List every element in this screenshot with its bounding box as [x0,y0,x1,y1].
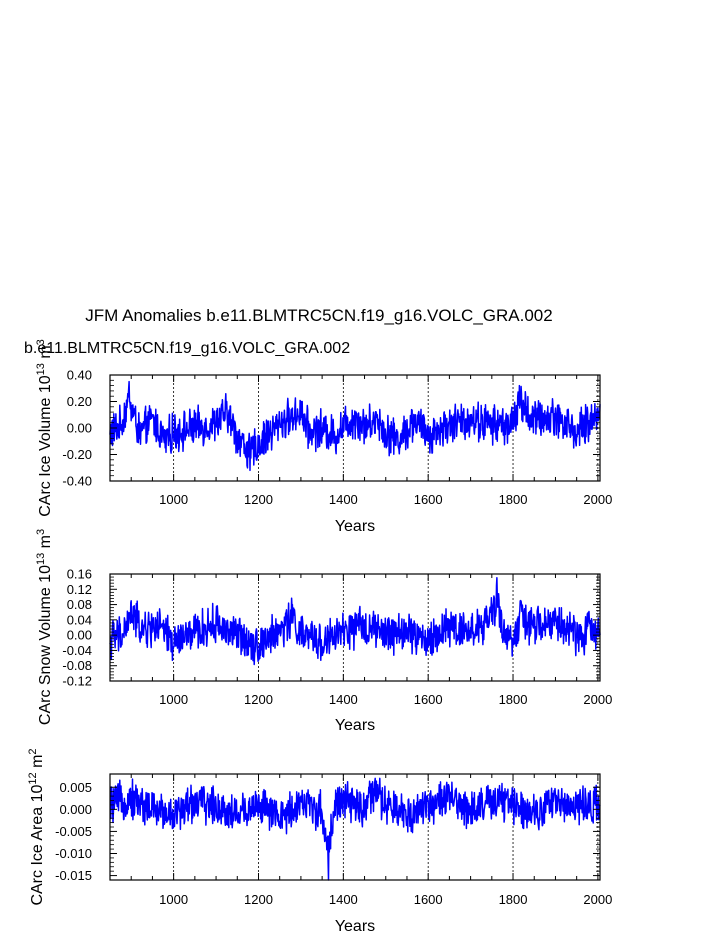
y-tick-label: 0.005 [59,780,92,795]
x-tick-label: 1800 [499,892,528,907]
x-tick-label: 2000 [583,492,612,507]
x-tick-label: 1200 [244,892,273,907]
panel-ice-volume: 1000 1200 1400 1600 1800 2000 0.40 0.20 0.00 -0.2… [35,339,612,535]
y-tick-label: 0.04 [67,612,92,627]
chart-title: JFM Anomalies b.e11.BLMTRC5CN.f19_g16.VO… [85,306,552,325]
y-tick-label: -0.010 [55,846,92,861]
x-tick-label: 1200 [244,492,273,507]
x-tick-label: 1400 [329,492,358,507]
x-tick-label: 1200 [244,692,273,707]
y-tick-label: -0.40 [62,474,92,489]
y-tick-label: 0.40 [67,368,92,383]
x-tick-label: 1000 [159,692,188,707]
x-tick-label: 1600 [414,892,443,907]
y-tick-label: 0.12 [67,582,92,597]
x-tick-label: 1800 [499,692,528,707]
y-tick-label: -0.20 [62,447,92,462]
y-tick-label: -0.12 [62,674,92,689]
y-tick-label: -0.005 [55,824,92,839]
x-axis-label: Years [335,518,375,535]
y-tick-label: 0.00 [67,628,92,643]
x-tick-label: 1000 [159,892,188,907]
y-tick-label: 0.16 [67,567,92,582]
y-tick-label: 0.00 [67,421,92,436]
y-tick-label: 0.08 [67,597,92,612]
series-line [109,577,601,666]
y-axis-label: CArc Ice Volume 1013 m3 [35,339,54,517]
x-tick-label: 1600 [414,492,443,507]
y-tick-label: -0.04 [62,643,92,658]
x-axis-label: Years [335,918,375,935]
plot-frame [109,573,601,682]
y-tick-label: -0.08 [62,658,92,673]
panel-ice-area: 1000 1200 1400 1600 1800 2000 0.005 0.000 -0.005… [27,748,612,935]
series-line [109,777,601,881]
y-tick-label: 0.20 [67,394,92,409]
x-tick-label: 1400 [329,692,358,707]
x-axis-label: Years [335,717,375,734]
y-tick-label: 0.000 [59,802,92,817]
x-tick-label: 1400 [329,892,358,907]
y-axis-label: CArc Snow Volume 1013 m3 [35,529,54,725]
x-tick-label: 2000 [583,892,612,907]
x-tick-label: 2000 [583,692,612,707]
y-tick-label: -0.015 [55,868,92,883]
series-line [109,380,601,472]
legend-label: b.e11.BLMTRC5CN.f19_g16.VOLC_GRA.002 [24,340,350,357]
x-tick-label: 1600 [414,692,443,707]
x-tick-label: 1800 [499,492,528,507]
y-axis-label: CArc Ice Area 1012 m2 [27,748,46,905]
x-tick-label: 1000 [159,492,188,507]
panel-snow-volume: 1000 1200 1400 1600 1800 2000 0.160.120.080.04… [35,529,612,734]
